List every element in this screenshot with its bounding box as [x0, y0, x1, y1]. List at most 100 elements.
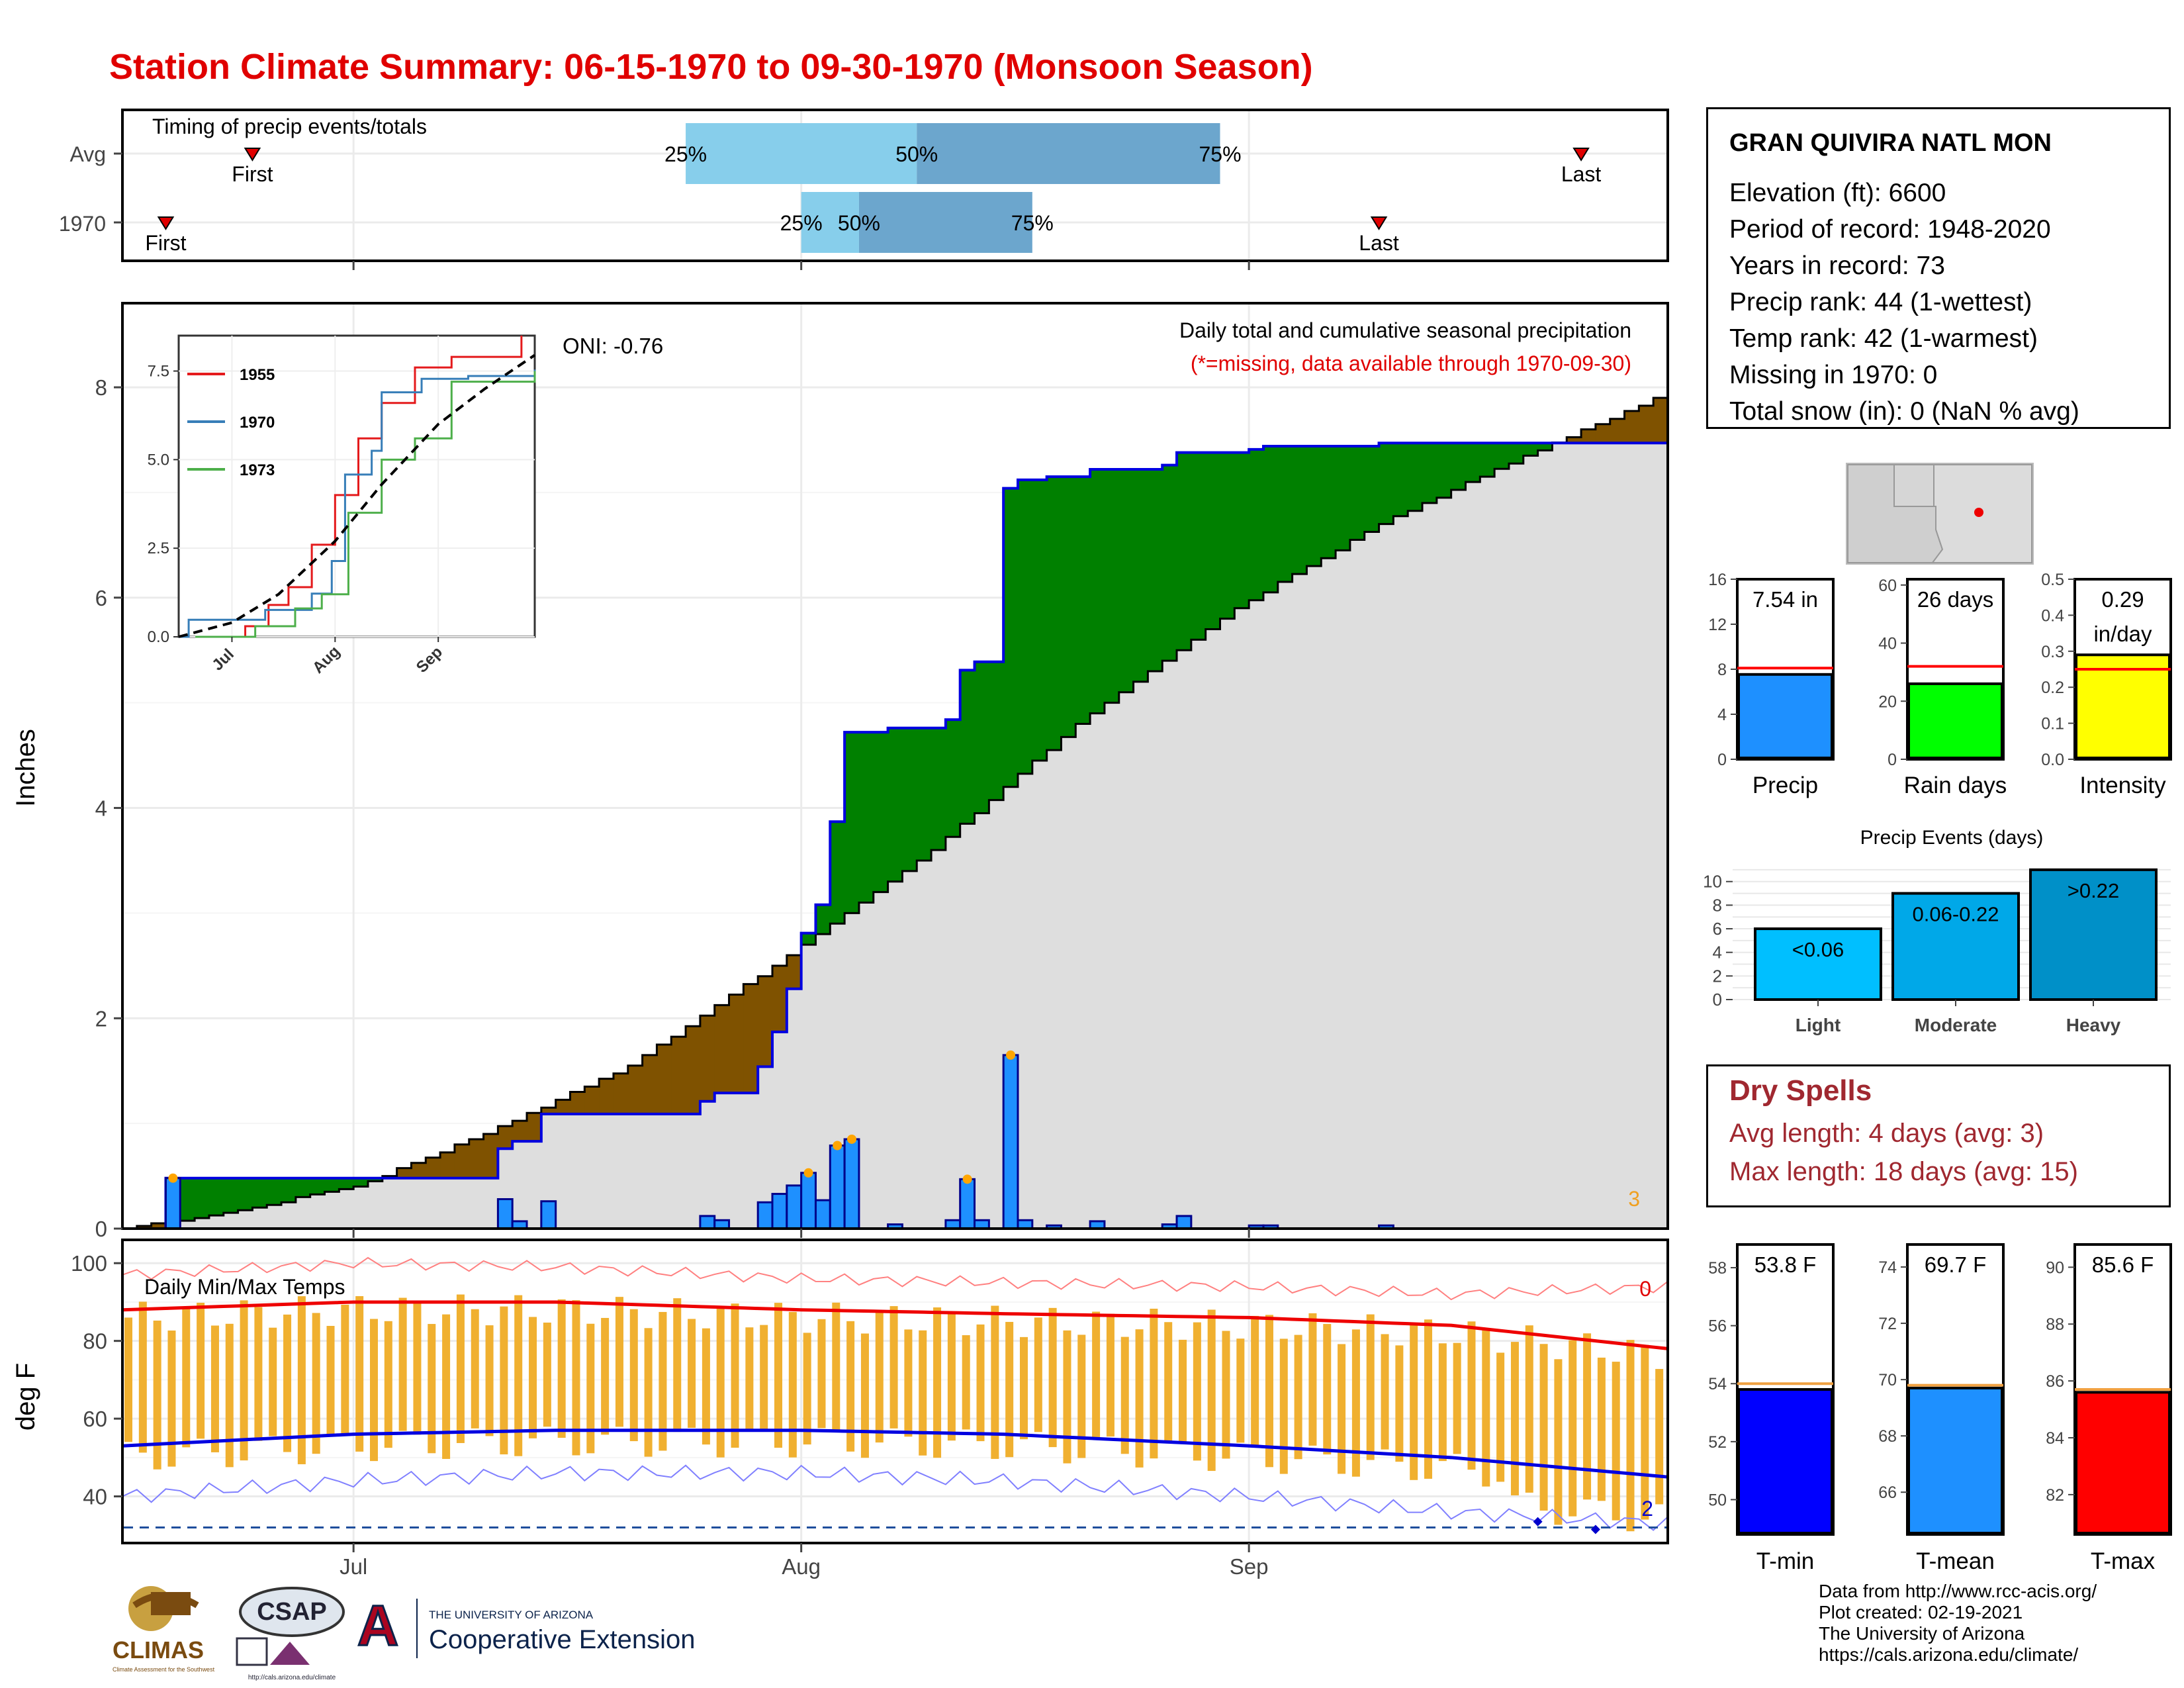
below-average-fill [599, 1078, 614, 1114]
daily-temp-bar [384, 1321, 392, 1448]
timing-row-1970-label: 1970 [59, 212, 106, 236]
timing-p50-label: 50% [895, 142, 938, 166]
tmean-panel-label: T-mean [1916, 1548, 1995, 1574]
below-average-fill [1581, 429, 1596, 444]
daily-temp-bar [1150, 1309, 1158, 1459]
precip-ytick-label: 0 [95, 1217, 107, 1241]
chart-title: Station Climate Summary: 06-15-1970 to 0… [109, 47, 1313, 87]
above-average-fill [1277, 446, 1293, 582]
intensity-panel-ytick-label: 0.4 [2041, 606, 2064, 625]
temp-ytick-label: 100 [71, 1251, 107, 1276]
below-average-fill [1610, 418, 1625, 444]
daily-temp-bar [1106, 1313, 1115, 1437]
daily-temp-bar [629, 1309, 638, 1442]
below-average-fill [396, 1168, 412, 1178]
events-bar [2029, 868, 2158, 1002]
timing-marker [1572, 148, 1590, 162]
daily-temp-bar [355, 1296, 364, 1452]
daily-temp-bar [716, 1306, 725, 1458]
tmean-panel-ytick-label: 74 [1878, 1258, 1897, 1277]
daily-temp-bar [456, 1294, 465, 1443]
daily-temp-bar [543, 1323, 551, 1427]
above-average-fill [1118, 469, 1134, 692]
above-average-fill [367, 1178, 383, 1182]
month-tick-label: Aug [782, 1554, 821, 1579]
daily-precip-bar [699, 1215, 716, 1230]
timing-marker [1370, 216, 1388, 230]
above-average-fill [1451, 443, 1467, 490]
above-average-fill [815, 904, 831, 935]
logos: CLIMAS Climate Assessment for the Southw… [113, 1586, 695, 1681]
daily-temp-bar [369, 1319, 378, 1462]
tmean-panel-ytick-label: 68 [1878, 1427, 1897, 1446]
timing-p75-label: 75% [1199, 142, 1241, 166]
record-max-line [122, 1256, 1668, 1301]
daily-temp-bar [1381, 1334, 1389, 1450]
above-average-fill [1393, 443, 1408, 516]
precip-panel-mini-ytick-label: 8 [1717, 661, 1727, 679]
daily-temp-bar [1164, 1322, 1173, 1441]
credit-university: The University of Arizona [1819, 1623, 2025, 1644]
precip-panel-mini-bar [1737, 673, 1833, 760]
daily-precip-bar [496, 1198, 514, 1230]
daily-temp-bar [947, 1313, 956, 1441]
below-average-fill [411, 1162, 426, 1178]
intensity-panel-ytick-label: 0.1 [2041, 715, 2064, 733]
daily-temp-bar [1539, 1344, 1548, 1511]
daily-temp-bar [731, 1303, 739, 1448]
inset-legend-label: 1973 [240, 461, 275, 479]
above-average-fill [960, 670, 976, 824]
rain-days-panel-value: 26 days [1917, 587, 1994, 612]
inset-series-line [195, 371, 536, 638]
inset-ytick-label: 0.0 [148, 628, 169, 646]
above-average-fill [1408, 443, 1423, 511]
timing-marker-label: First [232, 162, 273, 186]
daily-temp-bar [1308, 1313, 1317, 1446]
temp-ylabel: deg F [11, 1363, 40, 1430]
daily-temp-bar [210, 1325, 219, 1452]
above-average-fill [1205, 452, 1221, 630]
daily-temp-bar [991, 1305, 999, 1459]
daily-temp-bar [240, 1300, 248, 1461]
daily-temp-bar [124, 1317, 133, 1442]
daily-precip-bar [786, 1184, 803, 1230]
above-average-fill [1061, 477, 1076, 737]
daily-temp-bar [297, 1296, 306, 1464]
daily-precip-bar [959, 1178, 976, 1230]
above-average-fill [1104, 469, 1120, 703]
tmean-panel-ytick-label: 72 [1878, 1315, 1897, 1333]
daily-temp-bar [659, 1311, 667, 1451]
inset-legend-label: 1955 [240, 366, 275, 384]
daily-temp-bar [1338, 1344, 1346, 1474]
daily-temp-bar [1395, 1345, 1404, 1462]
tmin-panel-ytick-label: 54 [1708, 1375, 1727, 1393]
daily-temp-bar [1019, 1336, 1028, 1440]
above-average-fill [873, 732, 889, 892]
above-average-fill [1494, 443, 1510, 469]
above-average-fill [1017, 479, 1033, 774]
precip-ytick-label: 8 [95, 375, 107, 400]
daily-temp-bar [1193, 1322, 1201, 1461]
below-average-fill [454, 1144, 470, 1178]
precip-ytick-label: 6 [95, 586, 107, 610]
below-average-fill [1624, 410, 1639, 444]
station-info-box: GRAN QUIVIRA NATL MON Elevation (ft): 66… [1706, 107, 2171, 429]
daily-temp-bar [1496, 1352, 1505, 1482]
daily-precip-marker [168, 1173, 178, 1183]
station-marker [1974, 508, 1983, 517]
below-average-fill [512, 1121, 527, 1142]
daily-precip-bar [1002, 1054, 1019, 1230]
daily-temp-bar [197, 1303, 205, 1439]
tmin-panel: 50 52 54 56 58 53.8 F T-min [1708, 1243, 1835, 1574]
below-average-fill [570, 1092, 585, 1114]
rain-days-panel-ytick-label: 40 [1878, 635, 1897, 653]
daily-temp-bar [341, 1304, 349, 1434]
above-average-fill [295, 1178, 311, 1197]
above-average-fill [801, 933, 817, 945]
daily-temp-bar [442, 1314, 451, 1459]
above-average-fill [945, 720, 961, 837]
temp-ytick-label: 40 [83, 1485, 107, 1509]
intensity-panel-label: Intensity [2079, 773, 2166, 798]
